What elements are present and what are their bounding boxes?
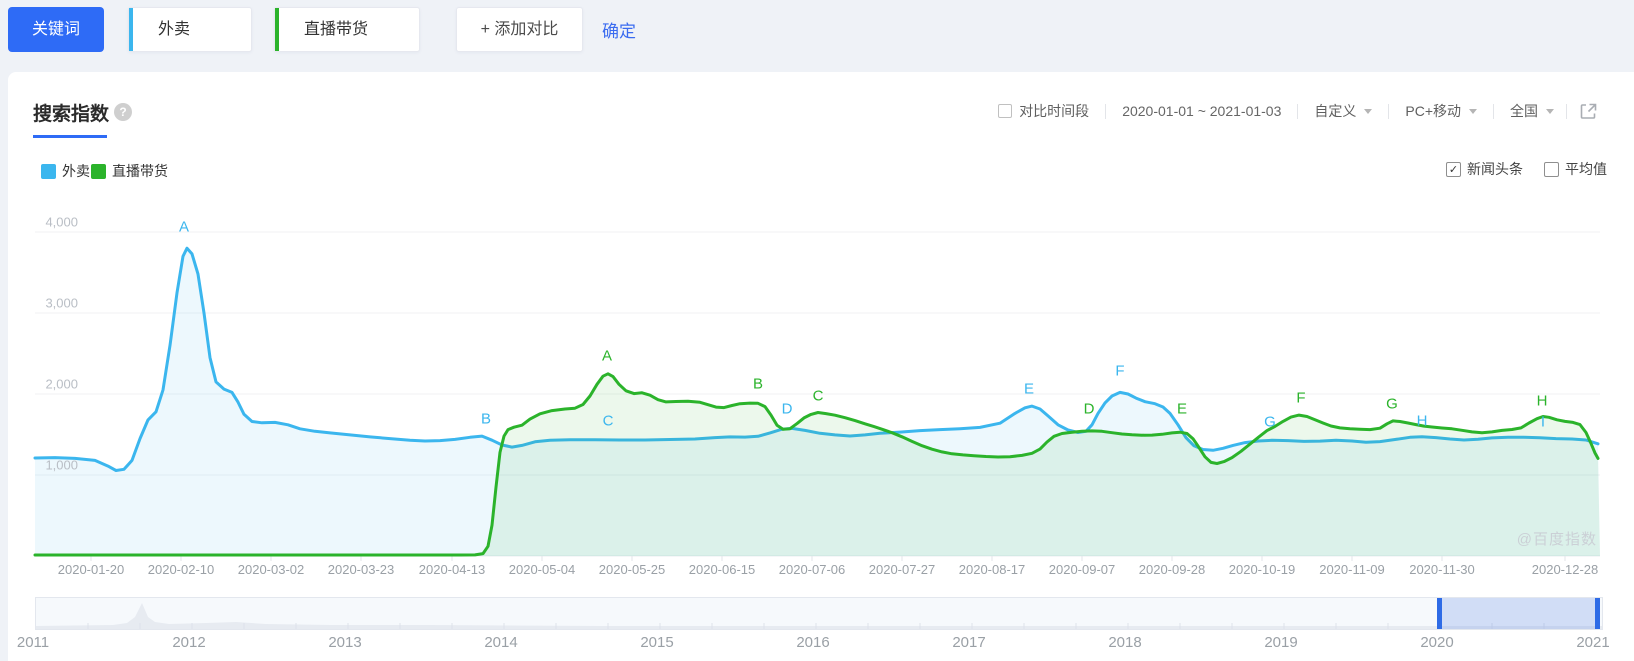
x-axis-label: 2020-05-04 bbox=[508, 562, 576, 577]
compare-period-checkbox[interactable] bbox=[998, 104, 1013, 118]
keyword-chip-label: 外卖 bbox=[158, 21, 191, 38]
custom-range-dropdown[interactable]: 自定义 bbox=[1314, 101, 1373, 121]
news-marker-B[interactable]: B bbox=[480, 410, 492, 428]
news-headlines-checkbox[interactable]: ✓ bbox=[1446, 161, 1461, 177]
timeline-selection[interactable] bbox=[1439, 598, 1598, 629]
divider bbox=[1566, 103, 1567, 119]
news-marker-C[interactable]: C bbox=[602, 412, 614, 430]
timeline-year-2012: 2012 bbox=[172, 634, 206, 651]
keyword-color-bar bbox=[275, 8, 279, 51]
x-axis-label: 2020-07-27 bbox=[868, 562, 936, 577]
legend-swatch bbox=[91, 163, 106, 179]
chevron-down-icon bbox=[1469, 109, 1477, 114]
timeline-sparkline bbox=[36, 603, 1602, 629]
keyword-chip-zhibodaihuo[interactable]: 直播带货 bbox=[274, 7, 420, 52]
timeline-slider[interactable] bbox=[35, 597, 1603, 630]
date-range[interactable]: 2020-01-01 ~ 2021-01-03 bbox=[1122, 103, 1282, 119]
divider bbox=[1493, 103, 1494, 119]
divider bbox=[1388, 103, 1390, 119]
legend-swatch bbox=[41, 163, 56, 179]
watermark: @百度指数 bbox=[1516, 531, 1597, 548]
news-marker-B[interactable]: B bbox=[752, 375, 764, 393]
x-axis-label: 2020-03-23 bbox=[327, 562, 395, 577]
device-dropdown[interactable]: PC+移动 bbox=[1405, 101, 1477, 121]
average-checkbox[interactable] bbox=[1544, 161, 1559, 177]
timeline-year-2020: 2020 bbox=[1420, 634, 1454, 651]
timeline-year-2014: 2014 bbox=[484, 634, 518, 651]
x-axis-label: 2020-04-13 bbox=[418, 562, 486, 577]
add-compare-button[interactable]: + 添加对比 bbox=[456, 7, 583, 52]
x-axis-label: 2020-01-20 bbox=[57, 562, 125, 577]
y-axis-label: 1,000 bbox=[45, 457, 78, 473]
timeline-year-2019: 2019 bbox=[1264, 634, 1298, 651]
news-marker-G[interactable]: G bbox=[1264, 413, 1276, 431]
news-marker-H[interactable]: H bbox=[1416, 412, 1428, 430]
timeline-year-2013: 2013 bbox=[328, 634, 362, 651]
x-axis-label: 2020-11-09 bbox=[1319, 562, 1385, 577]
chevron-down-icon bbox=[1364, 109, 1373, 114]
x-axis-label: 2020-02-10 bbox=[147, 562, 215, 577]
average-toggle[interactable]: 平均值 bbox=[1544, 159, 1607, 179]
news-marker-C[interactable]: C bbox=[812, 387, 824, 405]
legend-item-zhibodaihuo[interactable]: 直播带货 bbox=[91, 161, 168, 181]
news-marker-D[interactable]: D bbox=[781, 400, 793, 418]
x-axis-label: 2020-06-15 bbox=[688, 562, 756, 577]
x-axis-label: 2020-05-25 bbox=[598, 562, 666, 577]
divider bbox=[1105, 103, 1107, 119]
keyword-chip-label: 直播带货 bbox=[304, 21, 369, 38]
news-marker-G[interactable]: G bbox=[1386, 395, 1398, 413]
divider bbox=[1297, 103, 1299, 119]
x-axis-label: 2020-12-28 bbox=[1531, 562, 1599, 577]
news-marker-E[interactable]: E bbox=[1176, 400, 1188, 418]
news-marker-D[interactable]: D bbox=[1083, 400, 1095, 418]
y-axis-label: 4,000 bbox=[45, 214, 78, 230]
news-marker-F[interactable]: F bbox=[1115, 362, 1125, 380]
timeline-year-2011: 2011 bbox=[16, 634, 50, 651]
news-marker-F[interactable]: F bbox=[1296, 389, 1306, 407]
x-axis-label: 2020-07-06 bbox=[778, 562, 846, 577]
compare-period-label: 对比时间段 bbox=[1019, 103, 1090, 119]
timeline-year-2016: 2016 bbox=[796, 634, 830, 651]
region-dropdown[interactable]: 全国 bbox=[1510, 101, 1554, 121]
news-marker-E[interactable]: E bbox=[1023, 380, 1035, 398]
y-axis-label: 3,000 bbox=[45, 295, 78, 311]
news-marker-A[interactable]: A bbox=[601, 347, 613, 365]
chevron-down-icon bbox=[1546, 109, 1554, 114]
timeline-handle-right[interactable] bbox=[1595, 598, 1600, 629]
overlay-toggles: ✓ 新闻头条 平均值 bbox=[1446, 159, 1607, 179]
x-axis-label: 2020-09-28 bbox=[1138, 562, 1206, 577]
chart-controls: 对比时间段 2020-01-01 ~ 2021-01-03 自定义 PC+移动 … bbox=[998, 100, 1598, 122]
export-icon[interactable] bbox=[1579, 102, 1598, 121]
news-headlines-toggle[interactable]: ✓ 新闻头条 bbox=[1446, 159, 1523, 179]
legend-item-waimai[interactable]: 外卖 bbox=[41, 161, 90, 181]
timeline-year-2017: 2017 bbox=[952, 634, 986, 651]
keyword-button[interactable]: 关键词 bbox=[8, 7, 104, 52]
x-axis-label: 2020-10-19 bbox=[1228, 562, 1296, 577]
page-title: 搜索指数 bbox=[33, 104, 110, 125]
confirm-button[interactable]: 确定 bbox=[602, 22, 636, 41]
compare-period-toggle[interactable]: 对比时间段 bbox=[998, 101, 1089, 121]
x-axis-label: 2020-03-02 bbox=[237, 562, 305, 577]
x-axis-label: 2020-11-30 bbox=[1409, 562, 1475, 577]
news-marker-H[interactable]: H bbox=[1536, 392, 1548, 410]
news-marker-A[interactable]: A bbox=[178, 218, 190, 236]
keyword-chip-waimai[interactable]: 外卖 bbox=[128, 7, 252, 52]
timeline-year-2021: 2021 bbox=[1576, 634, 1610, 651]
news-marker-I[interactable]: I bbox=[1540, 413, 1546, 431]
help-icon[interactable]: ? bbox=[114, 103, 132, 121]
timeline-year-2018: 2018 bbox=[1108, 634, 1142, 651]
keyword-color-bar bbox=[129, 8, 133, 51]
x-axis-label: 2020-08-17 bbox=[958, 562, 1026, 577]
y-axis-label: 2,000 bbox=[45, 376, 78, 392]
active-tab-underline bbox=[33, 135, 107, 138]
x-axis-label: 2020-09-07 bbox=[1048, 562, 1116, 577]
timeline-year-2015: 2015 bbox=[640, 634, 674, 651]
timeline-handle-left[interactable] bbox=[1437, 598, 1442, 629]
